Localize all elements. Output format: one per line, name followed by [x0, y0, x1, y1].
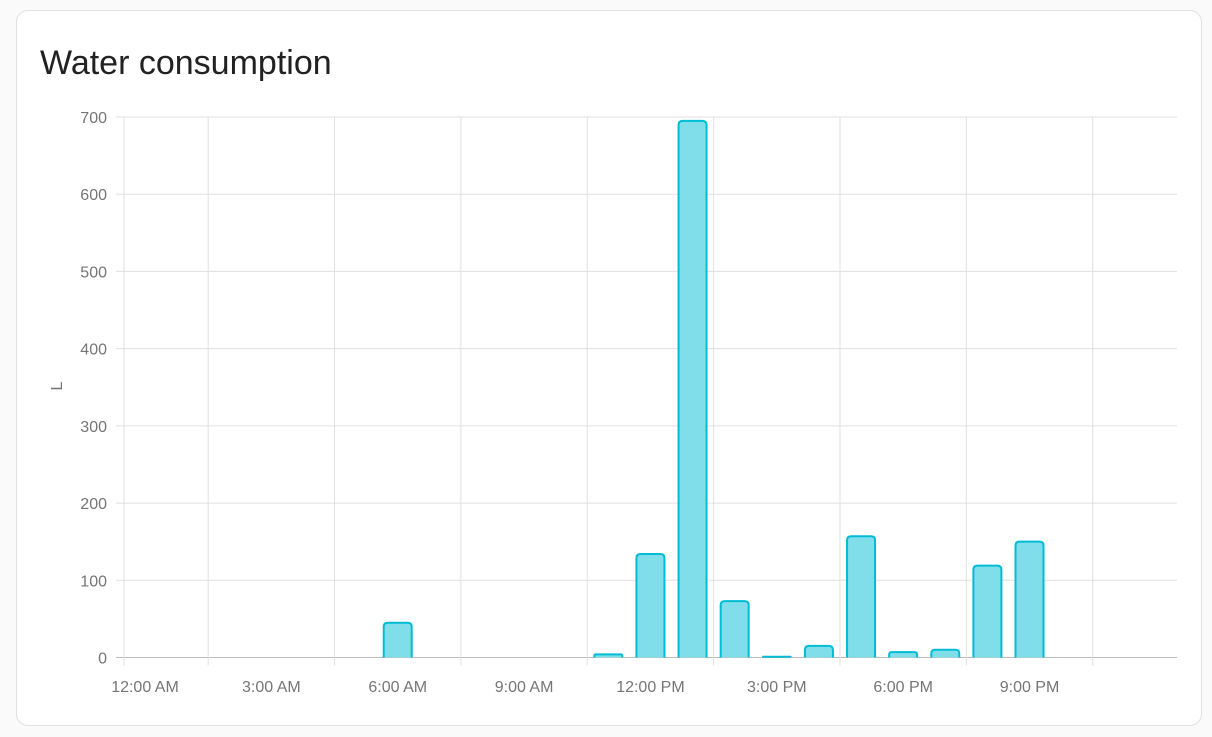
bar — [720, 601, 749, 658]
x-tick-label: 9:00 PM — [1000, 679, 1060, 696]
y-tick-label: 200 — [80, 496, 107, 513]
y-tick-label: 300 — [80, 419, 107, 436]
y-tick-label: 400 — [80, 342, 107, 359]
bar-outline — [593, 653, 624, 658]
x-tick-label: 12:00 AM — [111, 679, 179, 696]
bar-outline — [846, 535, 877, 658]
bar — [889, 652, 918, 658]
bar-outline — [1014, 540, 1045, 658]
y-tick-label: 0 — [98, 651, 107, 668]
bar-outline — [888, 651, 919, 658]
x-tick-label: 9:00 AM — [495, 679, 554, 696]
bar-outline — [677, 119, 708, 658]
bar — [383, 622, 412, 658]
bar-outline — [930, 648, 961, 658]
bar — [847, 536, 876, 658]
bar — [931, 649, 960, 658]
y-tick-label: 600 — [80, 187, 107, 204]
x-tick-label: 6:00 AM — [368, 679, 427, 696]
bar-outline — [803, 644, 834, 658]
bar-outline — [972, 564, 1003, 658]
y-tick-label: 500 — [80, 264, 107, 281]
bar — [973, 565, 1002, 658]
x-tick-label: 3:00 PM — [747, 679, 807, 696]
card-title: Water consumption — [40, 44, 332, 82]
y-axis-label: L — [49, 381, 66, 390]
bar — [1015, 541, 1044, 658]
chart-card — [16, 10, 1202, 726]
bar-outline — [719, 600, 750, 658]
bar — [804, 645, 833, 658]
x-tick-label: 3:00 AM — [242, 679, 301, 696]
x-tick-label: 6:00 PM — [873, 679, 933, 696]
y-tick-label: 100 — [80, 573, 107, 590]
bar-outline — [761, 655, 792, 658]
bar-outline — [382, 621, 413, 658]
bar-outline — [635, 553, 666, 658]
bar — [678, 120, 707, 658]
bar — [636, 554, 665, 658]
x-tick-label: 12:00 PM — [616, 679, 684, 696]
y-tick-label: 700 — [80, 110, 107, 127]
